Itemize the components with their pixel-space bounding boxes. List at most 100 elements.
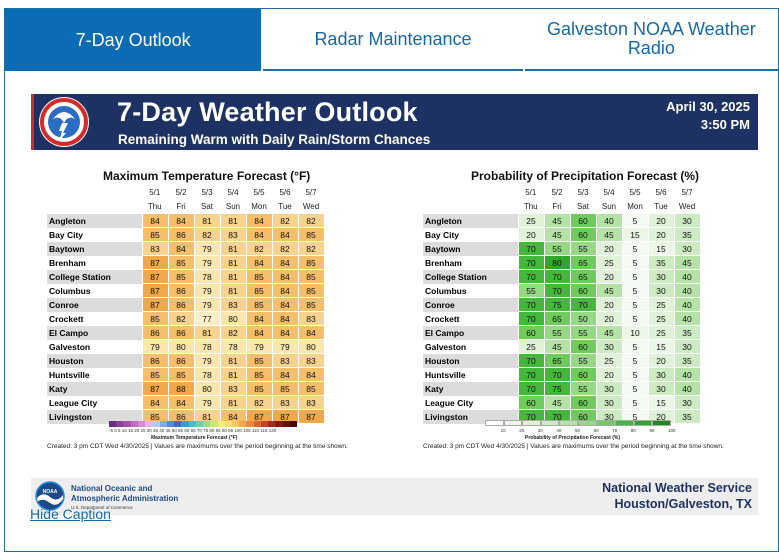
colorbar-swatch — [485, 420, 504, 426]
colorbar-swatch — [195, 421, 204, 427]
forecast-cell: 25 — [647, 311, 675, 326]
noaa-name: National Oceanic and Atmospheric Adminis… — [71, 484, 178, 513]
city-name: Baytown — [47, 241, 142, 256]
forecast-cell: 87 — [271, 409, 299, 424]
city-name: Bay City — [423, 227, 518, 242]
temp-colorbar-ticks: -5 0 5 10 15 20 25 30 35 40 45 50 55 60 … — [109, 428, 277, 433]
forecast-cell: 86 — [167, 227, 195, 242]
column-date: 5/2 — [167, 185, 195, 200]
forecast-cell: 82 — [219, 325, 247, 340]
outlook-graphic: 7-Day Weather Outlook Remaining Warm wit… — [31, 94, 758, 521]
svg-text:NOAA: NOAA — [43, 489, 58, 495]
forecast-cell: 70 — [517, 255, 545, 270]
table-row: Bay City 20 45 60 45 15 20 35 — [423, 227, 701, 242]
city-name: Angleton — [47, 213, 142, 228]
forecast-cell: 81 — [193, 409, 221, 424]
colorbar-tick: 30 — [537, 428, 543, 433]
forecast-cell: 81 — [219, 269, 247, 284]
temp-table-title: Maximum Temperature Forecast (°F) — [103, 169, 311, 183]
forecast-cell: 84 — [271, 297, 299, 312]
city-name: Livingston — [47, 409, 142, 424]
forecast-cell: 55 — [569, 241, 597, 256]
forecast-cell: 84 — [297, 367, 325, 382]
forecast-cell: 87 — [141, 283, 169, 298]
banner-subtitle: Remaining Warm with Daily Rain/Storm Cha… — [118, 132, 431, 147]
forecast-cell: 85 — [245, 269, 273, 284]
tab-radar-maintenance[interactable]: Radar Maintenance — [263, 9, 523, 71]
table-row: Bay City 85 86 82 83 84 84 85 — [47, 227, 325, 242]
forecast-cell: 79 — [141, 339, 169, 354]
pop-colorbar-ticks: 10 20 30 40 50 60 70 80 90 100 — [485, 428, 676, 434]
forecast-cell: 5 — [621, 367, 649, 382]
forecast-cell: 79 — [193, 255, 221, 270]
forecast-cell: 81 — [193, 213, 221, 228]
colorbar-swatch — [159, 421, 167, 427]
forecast-cell: 83 — [271, 353, 299, 368]
forecast-cell: 75 — [543, 297, 571, 312]
column-day: Sat — [193, 199, 221, 214]
forecast-cell: 79 — [193, 283, 221, 298]
forecast-cell: 84 — [271, 325, 299, 340]
table-row: League City 60 45 60 30 5 15 30 — [423, 395, 701, 410]
city-name: Crockett — [423, 311, 518, 326]
forecast-cell: 50 — [569, 311, 597, 326]
forecast-cell: 35 — [673, 325, 701, 340]
forecast-cell: 85 — [167, 367, 195, 382]
city-name: Houston — [47, 353, 142, 368]
forecast-cell: 86 — [167, 353, 195, 368]
forecast-cell: 85 — [141, 311, 169, 326]
forecast-cell: 84 — [297, 325, 325, 340]
column-day: Sun — [595, 199, 623, 214]
colorbar-swatch — [217, 421, 225, 427]
forecast-cell: 70 — [517, 367, 545, 382]
city-name: Columbus — [423, 283, 518, 298]
forecast-cell: 84 — [271, 283, 299, 298]
forecast-cell: 84 — [245, 227, 273, 242]
colorbar-swatch — [652, 420, 671, 426]
forecast-cell: 85 — [245, 381, 273, 396]
tab-7-day-outlook[interactable]: 7-Day Outlook — [5, 9, 262, 71]
forecast-cell: 45 — [595, 325, 623, 340]
city-name: Huntsville — [47, 367, 142, 382]
city-name: Bay City — [47, 227, 142, 242]
column-date: 5/3 — [569, 185, 597, 200]
table-row: Angleton 25 45 60 40 5 20 30 — [423, 213, 701, 228]
column-day: Mon — [621, 199, 649, 214]
table-row: College Station 70 70 65 20 5 30 40 — [423, 269, 701, 284]
column-day: Thu — [518, 199, 545, 214]
colorbar-swatch — [203, 421, 211, 427]
tab-galveston-noaa-weather-radio[interactable]: Galveston NOAA Weather Radio — [524, 9, 778, 71]
forecast-cell: 55 — [543, 241, 571, 256]
forecast-cell: 70 — [517, 297, 545, 312]
forecast-cell: 88 — [167, 381, 195, 396]
forecast-cell: 15 — [647, 339, 675, 354]
forecast-cell: 70 — [543, 367, 571, 382]
forecast-cell: 25 — [517, 339, 545, 354]
forecast-cell: 79 — [193, 297, 221, 312]
forecast-cell: 5 — [621, 395, 649, 410]
pop-forecast-table: 5/1 5/2 5/3 5/4 5/5 5/6 5/7 Thu Fri Sat Sun Mon Tue W… — [423, 185, 701, 424]
colorbar-swatch — [615, 420, 634, 426]
forecast-cell: 40 — [673, 367, 701, 382]
forecast-cell: 86 — [167, 325, 195, 340]
forecast-cell: 83 — [219, 227, 247, 242]
hide-caption-link[interactable]: Hide Caption — [30, 506, 111, 522]
colorbar-tick: 70 — [612, 428, 618, 433]
forecast-cell: 30 — [673, 241, 701, 256]
colorbar-tick: 60 — [593, 428, 599, 433]
forecast-cell: 79 — [271, 339, 299, 354]
city-name: Columbus — [47, 283, 142, 298]
pop-colorbar-label: Probability of Precipitation Forecast (%… — [525, 435, 621, 441]
nws-line2: Houston/Galveston, TX — [614, 497, 752, 511]
banner-date: April 30, 2025 — [666, 99, 750, 114]
forecast-cell: 5 — [621, 283, 649, 298]
forecast-cell: 5 — [621, 269, 649, 284]
forecast-cell: 85 — [297, 283, 325, 298]
forecast-cell: 87 — [141, 269, 169, 284]
forecast-cell: 20 — [595, 367, 623, 382]
colorbar-swatch — [289, 421, 298, 427]
forecast-cell: 5 — [621, 241, 649, 256]
forecast-cell: 87 — [297, 409, 325, 424]
temp-colorbar-label: Maximum Temperature Forecast (°F) — [151, 435, 238, 441]
forecast-cell: 5 — [621, 339, 649, 354]
